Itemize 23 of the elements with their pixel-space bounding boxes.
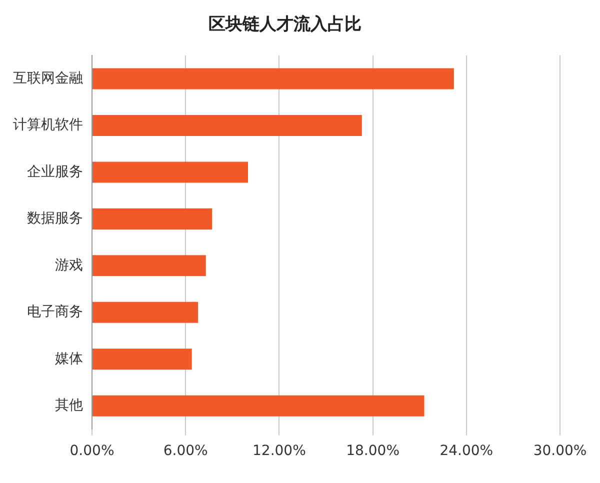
chart-title: 区块链人才流入占比 — [208, 14, 362, 35]
y-tick-label: 互联网金融 — [13, 70, 83, 86]
x-tick-label: 30.00% — [533, 443, 587, 460]
y-tick-label: 计算机软件 — [13, 117, 83, 134]
y-tick-label: 数据服务 — [27, 210, 83, 227]
x-tick-label: 24.00% — [440, 443, 494, 460]
bar — [92, 348, 192, 370]
bar — [92, 255, 206, 276]
x-tick-label: 6.00% — [163, 443, 208, 460]
y-tick-label: 企业服务 — [27, 164, 83, 180]
bar — [92, 395, 424, 416]
bar — [92, 114, 362, 136]
y-tick-label: 游戏 — [55, 257, 83, 274]
x-tick-label: 18.00% — [346, 443, 400, 460]
x-tick-label: 0.00% — [70, 443, 114, 460]
bar — [92, 68, 454, 90]
y-tick-label: 电子商务 — [27, 304, 83, 320]
bar — [92, 208, 212, 230]
y-tick-label: 媒体 — [55, 350, 83, 367]
y-tick-label: 其他 — [55, 397, 83, 414]
bar — [92, 302, 198, 323]
x-tick-label: 12.00% — [252, 443, 306, 460]
bar — [92, 162, 248, 183]
